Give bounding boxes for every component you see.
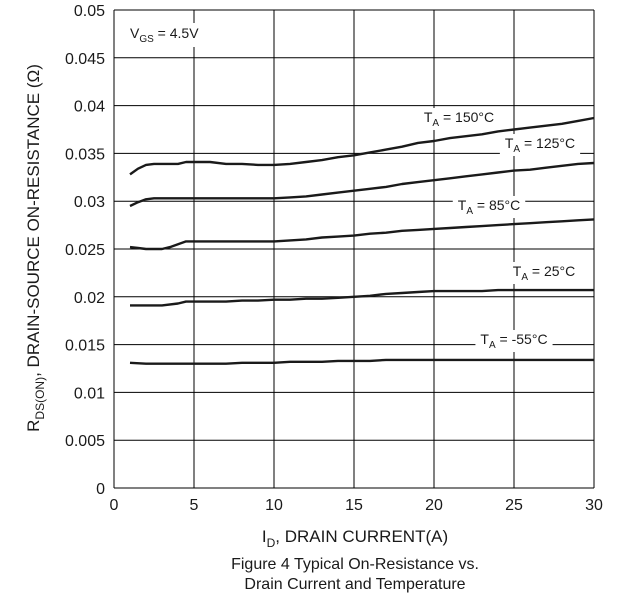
series-line	[129, 161, 595, 208]
y-tick-label: 0.025	[65, 242, 105, 259]
y-axis-main: R	[24, 420, 43, 432]
series-line	[130, 288, 594, 307]
y-axis-title: RDS(ON), DRAIN-SOURCE ON-RESISTANCE (Ω)	[24, 64, 47, 432]
y-axis-rest: , DRAIN-SOURCE ON-RESISTANCE (Ω)	[24, 64, 43, 377]
series-label-rest: = 25°C	[528, 263, 575, 279]
series-label-rest: = 125°C	[520, 135, 575, 151]
series-labels: TA = 150°CTA = 125°CTA = 85°CTA = 25°CTA…	[418, 108, 581, 352]
series-label-text: TA = 85°C	[458, 197, 520, 217]
vgs-rest: = 4.5V	[154, 25, 199, 41]
series-lines	[129, 116, 595, 365]
series-label-sub: A	[489, 340, 496, 351]
series-label-text: TA = -55°C	[480, 331, 547, 351]
series-label-text: TA = 150°C	[424, 109, 494, 129]
figure-caption-line2: Drain Current and Temperature	[244, 576, 465, 593]
series-label: TA = 85°C	[452, 196, 526, 218]
series-label-rest: = 150°C	[439, 109, 494, 125]
y-tick-label: 0.045	[65, 51, 105, 68]
vgs-annotation-text: VGS = 4.5V	[130, 25, 199, 45]
series-label-main: T	[458, 197, 467, 213]
series-label-sub: A	[466, 206, 473, 217]
y-tick-label: 0.04	[74, 99, 105, 116]
vgs-sub: GS	[139, 34, 154, 45]
series-label-text: TA = 125°C	[505, 135, 575, 155]
x-tick-label: 5	[190, 497, 199, 514]
y-tick-label: 0	[96, 481, 105, 498]
series-label: TA = 150°C	[418, 108, 500, 130]
series-label-bg	[418, 108, 500, 130]
x-tick-label: 20	[425, 497, 443, 514]
series-label-main: T	[505, 135, 514, 151]
y-tick-label: 0.02	[74, 290, 105, 307]
series-label-bg	[499, 134, 581, 156]
x-tick-label: 30	[585, 497, 603, 514]
y-tick-label: 0.005	[65, 433, 105, 450]
series-label-bg	[507, 262, 581, 284]
x-axis-title: ID, DRAIN CURRENT(A)	[262, 527, 448, 550]
x-axis-sub: D	[267, 536, 276, 550]
y-tick-label: 0.01	[74, 385, 105, 402]
x-axis-main: I	[262, 527, 267, 546]
series-label-sub: A	[513, 144, 520, 155]
series-label-main: T	[480, 331, 489, 347]
series-line	[129, 116, 595, 176]
series-line	[129, 218, 595, 251]
series-label-main: T	[513, 263, 522, 279]
x-tick-label: 0	[110, 497, 119, 514]
y-axis-sub: DS(ON)	[33, 377, 47, 420]
series-label: TA = -55°C	[475, 330, 553, 352]
tick-labels: 0 0.005 0.01 0.015 0.02 0.025 0.03 0.035 0.04 0.0…	[65, 3, 603, 514]
series-label-text: TA = 25°C	[513, 263, 575, 283]
y-tick-label: 0.05	[74, 3, 105, 20]
x-tick-label: 15	[345, 497, 363, 514]
y-tick-label: 0.035	[65, 146, 105, 163]
x-tick-label: 10	[265, 497, 283, 514]
series-label-rest: = 85°C	[473, 197, 520, 213]
series-label-sub: A	[521, 272, 528, 283]
series-label: TA = 25°C	[507, 262, 581, 284]
x-tick-label: 25	[505, 497, 523, 514]
vgs-annotation: VGS = 4.5V	[126, 23, 204, 47]
y-tick-label: 0.03	[74, 194, 105, 211]
vgs-main: V	[130, 25, 140, 41]
y-tick-label: 0.015	[65, 338, 105, 355]
x-axis-rest: , DRAIN CURRENT(A)	[275, 527, 448, 546]
series-label-bg	[452, 196, 526, 218]
series-label-bg	[475, 330, 553, 352]
series-label-rest: = -55°C	[496, 331, 548, 347]
series-label-sub: A	[432, 118, 439, 129]
series-line	[129, 358, 594, 365]
series-label: TA = 125°C	[499, 134, 581, 156]
series-label-main: T	[424, 109, 433, 125]
grid	[113, 9, 595, 489]
figure-caption-line1: Figure 4 Typical On-Resistance vs.	[231, 556, 479, 573]
